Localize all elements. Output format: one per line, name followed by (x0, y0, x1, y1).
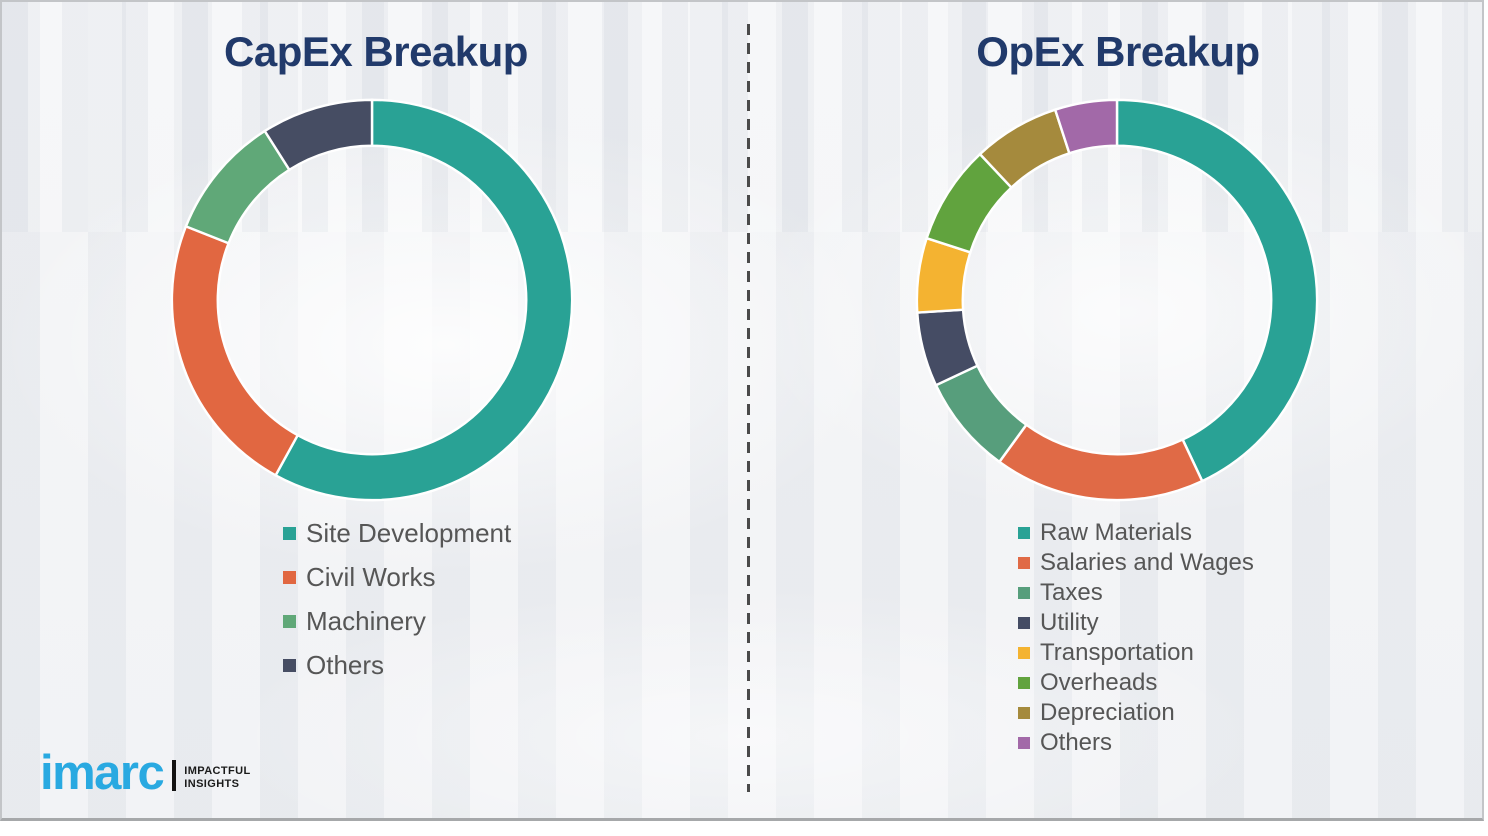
donut-segment-site-development (273, 98, 574, 502)
legend-swatch (283, 658, 296, 672)
capex-legend: Site Development Civil Works Machinery Othe… (283, 511, 511, 687)
donut-segment-others (263, 98, 374, 172)
tagline-line-2: INSIGHTS (184, 777, 240, 790)
legend-item: Utility (1018, 608, 1254, 638)
divider-dashed-line (747, 24, 750, 792)
legend-swatch (1018, 707, 1030, 719)
infographic-canvas: CapEx Breakup Site Development Civil Work… (0, 0, 1484, 821)
legend-item: Overheads (1018, 668, 1254, 698)
opex-legend: Raw Materials Salaries and Wages Taxes Util… (1018, 518, 1254, 758)
legend-label: Salaries and Wages (1040, 549, 1254, 576)
donut-segment-machinery (184, 129, 292, 245)
legend-item: Others (283, 643, 511, 687)
donut-segment-salaries-and-wages (997, 423, 1204, 502)
legend-swatch (1018, 737, 1030, 749)
legend-item: Others (1018, 728, 1254, 758)
legend-label: Civil Works (306, 561, 436, 592)
donut-segment-others (1053, 98, 1119, 155)
legend-label: Machinery (306, 605, 426, 636)
legend-swatch (1018, 587, 1030, 599)
imarc-wordmark: imarc (40, 745, 165, 800)
legend-item: Taxes (1018, 578, 1254, 608)
legend-swatch (1018, 647, 1030, 659)
legend-label: Utility (1040, 609, 1099, 636)
legend-label: Overheads (1040, 669, 1158, 696)
legend-label: Transportation (1040, 639, 1194, 666)
legend-item: Site Development (283, 511, 511, 555)
legend-item: Machinery (283, 599, 511, 643)
capex-title: CapEx Breakup (224, 28, 528, 75)
legend-swatch (1018, 677, 1030, 689)
legend-swatch (1018, 557, 1030, 569)
legend-item: Depreciation (1018, 698, 1254, 728)
opex-panel: OpEx Breakup Raw Materials Salaries and W… (750, 2, 1486, 823)
donut-segment-civil-works (170, 224, 300, 478)
legend-label: Site Development (306, 517, 512, 548)
legend-label: Taxes (1040, 579, 1103, 606)
opex-title: OpEx Breakup (976, 28, 1260, 75)
legend-swatch (283, 570, 296, 584)
legend-item: Transportation (1018, 638, 1254, 668)
logo-tagline: IMPACTFUL INSIGHTS (184, 765, 250, 791)
legend-item: Raw Materials (1018, 518, 1254, 548)
legend-label: Depreciation (1040, 699, 1175, 726)
legend-label: Raw Materials (1040, 519, 1193, 546)
legend-swatch (1018, 617, 1030, 629)
imarc-logo: imarc IMPACTFUL INSIGHTS (40, 738, 251, 800)
capex-panel: CapEx Breakup Site Development Civil Work… (2, 2, 750, 823)
donut-segment-raw-materials (1115, 98, 1319, 483)
capex-donut-chart (170, 98, 574, 502)
legend-item: Civil Works (283, 555, 511, 599)
legend-label: Others (306, 649, 385, 680)
legend-label: Others (1040, 729, 1113, 756)
opex-donut-chart (915, 98, 1319, 502)
legend-swatch (1018, 527, 1030, 539)
legend-item: Salaries and Wages (1018, 548, 1254, 578)
legend-swatch (283, 614, 296, 628)
logo-divider-bar (172, 760, 177, 791)
tagline-line-1: IMPACTFUL (184, 764, 251, 777)
legend-swatch (283, 526, 296, 540)
